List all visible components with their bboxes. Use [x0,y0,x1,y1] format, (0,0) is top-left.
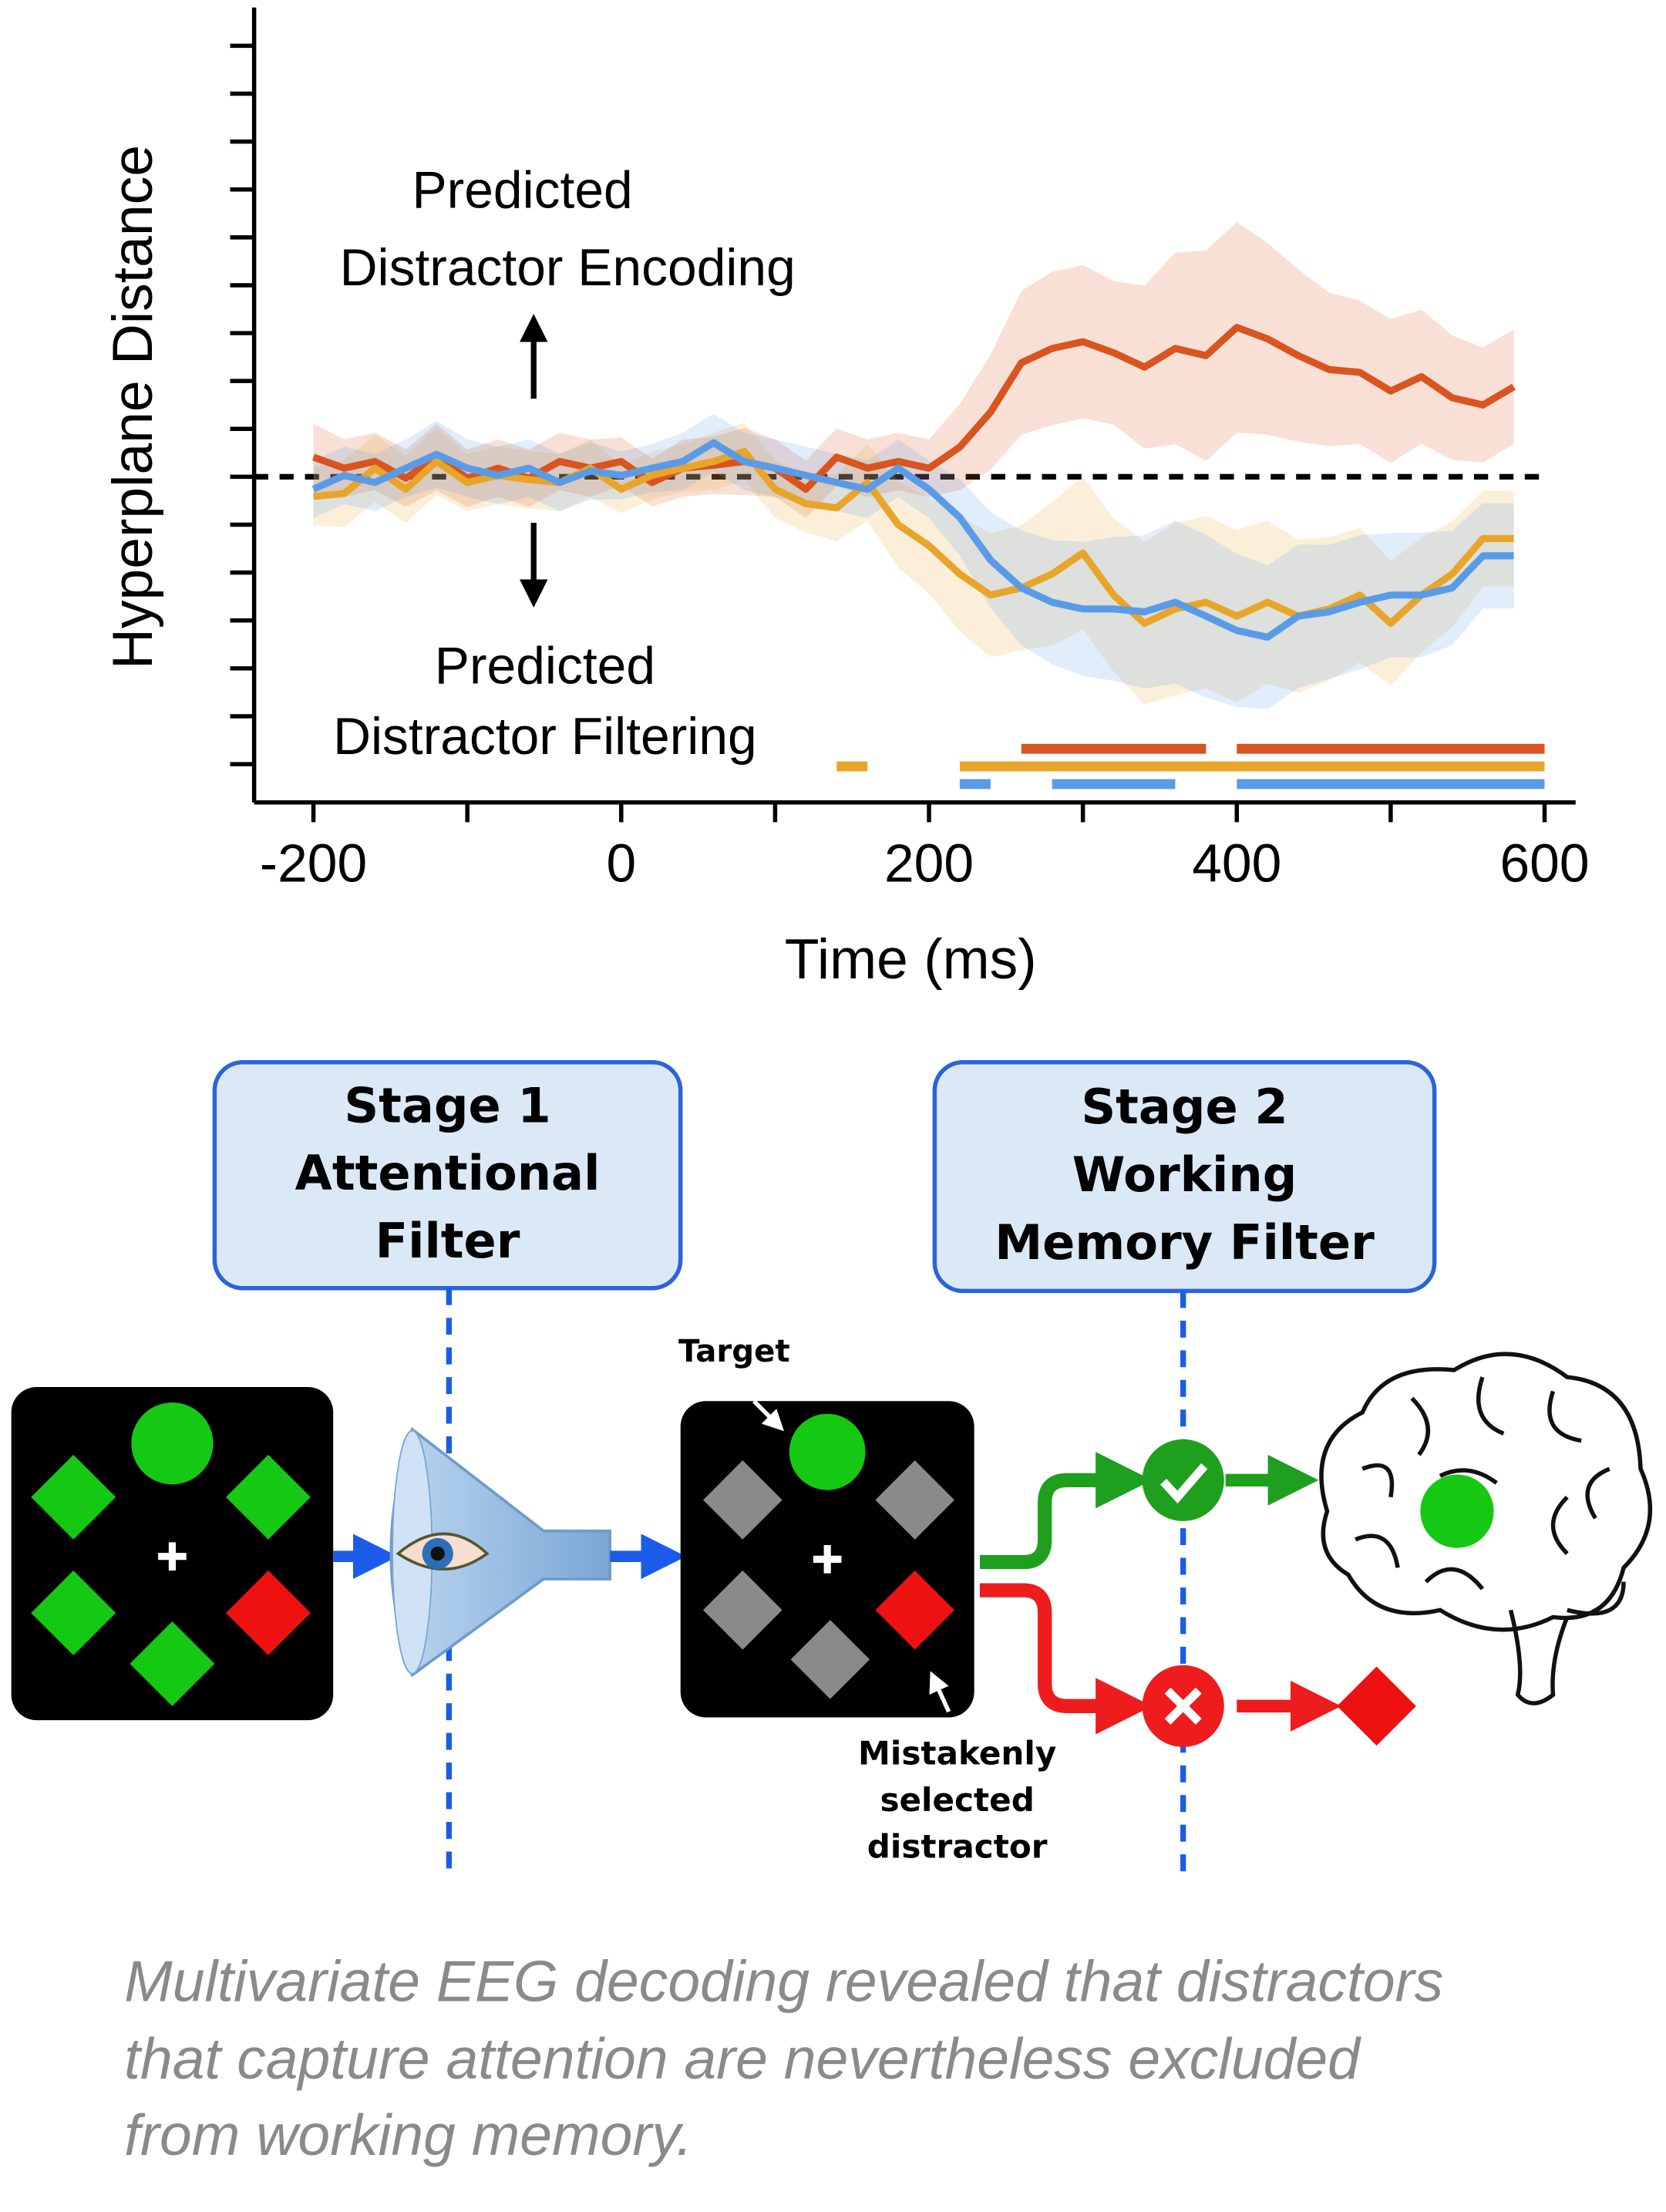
stage-label: Memory Filter [995,1214,1375,1271]
chart: -200 0 200 400 600 Time (ms) Hyperplane Distan… [101,7,1590,991]
pupil [430,1546,445,1561]
distractor [31,1454,116,1540]
stage-label: Working [1072,1146,1297,1203]
annotation: Predicted [435,638,655,695]
fixation [158,1542,187,1571]
accept-path [979,1452,1153,1570]
caption-line: that capture attention are nevertheless … [124,2026,1361,2091]
target-circle [131,1402,214,1485]
filtered-distractor [703,1460,783,1540]
stage-label: Stage 1 [344,1077,550,1133]
distractor-label: distractor [867,1827,1048,1865]
fixation [813,1545,842,1574]
error-band [313,423,1514,705]
stage-label: Stage 2 [1081,1079,1287,1135]
accept-icon [1142,1439,1224,1521]
annotation: Predicted [412,161,632,219]
stage-label: Filter [375,1213,520,1269]
annotation: Distractor Encoding [340,239,796,297]
pointer [752,1399,784,1432]
x-tick-label: 0 [606,833,636,893]
x-tick-label: 200 [884,833,974,893]
filtered-distractor [703,1571,783,1650]
x-tick-label: -200 [260,833,367,893]
check [1159,1463,1208,1504]
target-label: Target [678,1334,790,1369]
caption: Multivariate EEG decoding revealed that … [124,1948,1443,2167]
caption-line: Multivariate EEG decoding revealed that … [124,1948,1443,2013]
stored-target [1420,1474,1494,1548]
cross [1164,1687,1202,1725]
x-axis-title: Time (ms) [785,928,1037,991]
distractor [226,1454,311,1540]
excluded-distractor [1337,1666,1416,1746]
error-band [313,221,1514,518]
distractor-label: Mistakenly [858,1734,1056,1772]
diagram: Stage 1 Attentional Filter Stage 2 Worki… [11,1059,1653,1879]
pointer [929,1671,951,1713]
distractor-label: selected [880,1781,1034,1819]
series-line [311,439,1514,641]
caption-line: from working memory. [124,2103,692,2167]
stage-label: Attentional [295,1145,601,1201]
target-circle [789,1413,866,1490]
brain [1319,1352,1653,1705]
x-tick-label: 600 [1499,833,1589,893]
annotation: Distractor Filtering [333,708,757,766]
reject-path [979,1583,1153,1735]
x-tick-label: 400 [1192,833,1281,893]
y-axis-title: Hyperplane Distance [101,145,164,669]
